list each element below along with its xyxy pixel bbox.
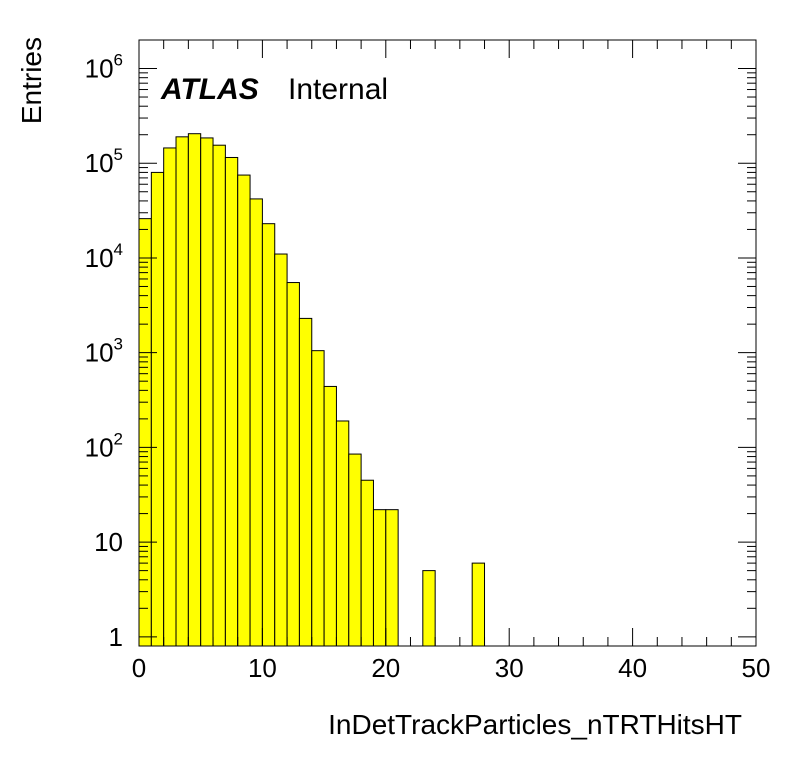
histogram-bar	[237, 174, 251, 647]
histogram-bar	[274, 253, 288, 647]
y-axis-label: Entries	[16, 37, 47, 124]
histogram-bar	[163, 147, 177, 647]
histogram-bar	[175, 136, 189, 647]
y-tick-labels: 1 10 102 103 104 105 106	[85, 51, 123, 652]
x-tick-label: 40	[618, 653, 647, 683]
x-tick-label: 20	[371, 653, 400, 683]
histogram-bar	[348, 453, 362, 647]
histogram-bar	[471, 562, 486, 647]
x-tick-label: 30	[495, 653, 524, 683]
histogram-bar	[385, 509, 399, 647]
histogram-bar	[372, 509, 387, 647]
y-tick-label: 103	[85, 335, 123, 368]
y-tick-label: 102	[85, 429, 123, 462]
y-tick-label: 10	[94, 527, 123, 557]
histogram-bar	[298, 317, 313, 647]
y-axis-ticks	[139, 39, 756, 638]
histogram-bar	[422, 570, 436, 647]
internal-label: Internal	[288, 73, 388, 106]
histogram-bar	[323, 385, 337, 647]
histogram-bar	[138, 218, 152, 647]
y-tick-label: 104	[85, 240, 123, 273]
histogram-bar	[249, 198, 263, 647]
atlas-label: ATLAS	[160, 73, 259, 106]
histogram-bar	[311, 350, 325, 647]
x-axis-ticks	[138, 40, 757, 646]
histogram-bar	[335, 420, 350, 647]
x-axis-label: InDetTrackParticles_nTRTHitsHT	[328, 709, 742, 740]
histogram-bar	[150, 171, 165, 647]
x-tick-labels: 0 10 20 30 40 50	[132, 653, 771, 683]
histogram-bar	[286, 282, 300, 647]
histogram-bars	[138, 133, 486, 647]
y-tick-label: 106	[85, 51, 123, 84]
histogram-bar	[224, 156, 239, 647]
y-tick-label: 1	[109, 622, 123, 652]
y-tick-label: 105	[85, 145, 123, 178]
histogram-bar	[200, 137, 214, 647]
histogram-bar	[187, 133, 202, 647]
plot-frame	[138, 39, 757, 647]
histogram-bar	[261, 223, 276, 647]
x-tick-label: 50	[742, 653, 771, 683]
x-tick-label: 0	[132, 653, 146, 683]
histogram-bar	[212, 144, 226, 647]
x-tick-label: 10	[248, 653, 277, 683]
histogram-bar	[360, 479, 374, 647]
